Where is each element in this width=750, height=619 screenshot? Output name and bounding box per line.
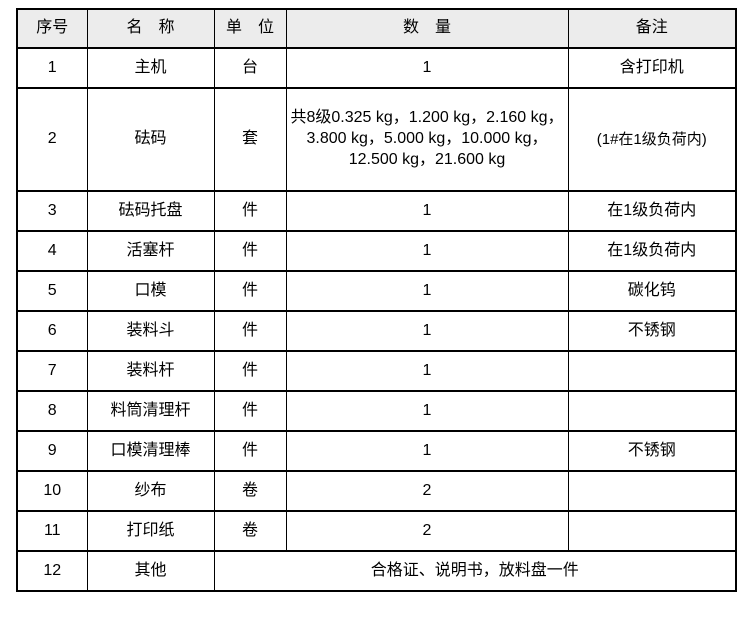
cell-remark: 碳化钨 bbox=[567, 270, 737, 312]
cell-qty: 2 bbox=[285, 510, 569, 552]
cell-unit: 件 bbox=[213, 350, 287, 392]
cell-no: 9 bbox=[16, 430, 88, 472]
cell-merged-remark: 合格证、说明书，放料盘一件 bbox=[213, 550, 737, 592]
header-unit: 单 位 bbox=[213, 8, 287, 49]
cell-no: 6 bbox=[16, 310, 88, 352]
cell-qty: 1 bbox=[285, 47, 569, 89]
cell-name: 纱布 bbox=[86, 470, 215, 512]
cell-name: 活塞杆 bbox=[86, 230, 215, 272]
cell-qty: 1 bbox=[285, 430, 569, 472]
cell-remark: (1#在1级负荷内) bbox=[567, 87, 737, 192]
cell-unit: 件 bbox=[213, 190, 287, 232]
table-row: 9 口模清理棒 件 1 不锈钢 bbox=[16, 430, 737, 472]
cell-unit: 套 bbox=[213, 87, 287, 192]
cell-name: 口模 bbox=[86, 270, 215, 312]
cell-remark bbox=[567, 390, 737, 432]
cell-qty: 1 bbox=[285, 270, 569, 312]
cell-name: 砝码 bbox=[86, 87, 215, 192]
cell-remark bbox=[567, 510, 737, 552]
cell-no: 3 bbox=[16, 190, 88, 232]
header-row: 序号 名 称 单 位 数 量 备注 bbox=[16, 8, 737, 49]
cell-unit: 件 bbox=[213, 430, 287, 472]
cell-unit: 件 bbox=[213, 230, 287, 272]
header-name: 名 称 bbox=[86, 8, 215, 49]
table-row: 6 装料斗 件 1 不锈钢 bbox=[16, 310, 737, 352]
cell-remark: 不锈钢 bbox=[567, 430, 737, 472]
cell-no: 2 bbox=[16, 87, 88, 192]
cell-qty: 2 bbox=[285, 470, 569, 512]
table-row: 11 打印纸 卷 2 bbox=[16, 510, 737, 552]
cell-qty: 1 bbox=[285, 190, 569, 232]
table-row: 12 其他 合格证、说明书，放料盘一件 bbox=[16, 550, 737, 592]
cell-name: 主机 bbox=[86, 47, 215, 89]
header-qty: 数 量 bbox=[285, 8, 569, 49]
cell-unit: 卷 bbox=[213, 510, 287, 552]
cell-remark: 不锈钢 bbox=[567, 310, 737, 352]
cell-unit: 件 bbox=[213, 270, 287, 312]
cell-name: 打印纸 bbox=[86, 510, 215, 552]
cell-qty: 1 bbox=[285, 310, 569, 352]
cell-no: 5 bbox=[16, 270, 88, 312]
cell-name: 料筒清理杆 bbox=[86, 390, 215, 432]
header-no: 序号 bbox=[16, 8, 88, 49]
cell-name: 装料杆 bbox=[86, 350, 215, 392]
equipment-list-table: 序号 名 称 单 位 数 量 备注 1 主机 台 1 含打印机 2 砝码 套 共… bbox=[16, 8, 737, 592]
cell-qty: 1 bbox=[285, 230, 569, 272]
table-row: 8 料筒清理杆 件 1 bbox=[16, 390, 737, 432]
table-row: 4 活塞杆 件 1 在1级负荷内 bbox=[16, 230, 737, 272]
table-row: 2 砝码 套 共8级0.325 kg，1.200 kg，2.160 kg， 3.… bbox=[16, 87, 737, 192]
table-row: 10 纱布 卷 2 bbox=[16, 470, 737, 512]
cell-unit: 台 bbox=[213, 47, 287, 89]
cell-no: 7 bbox=[16, 350, 88, 392]
table-row: 7 装料杆 件 1 bbox=[16, 350, 737, 392]
table-row: 1 主机 台 1 含打印机 bbox=[16, 47, 737, 89]
cell-unit: 件 bbox=[213, 390, 287, 432]
cell-qty: 共8级0.325 kg，1.200 kg，2.160 kg， 3.800 kg，… bbox=[285, 87, 569, 192]
cell-name: 其他 bbox=[86, 550, 215, 592]
cell-name: 砝码托盘 bbox=[86, 190, 215, 232]
cell-no: 11 bbox=[16, 510, 88, 552]
cell-remark: 在1级负荷内 bbox=[567, 190, 737, 232]
cell-remark bbox=[567, 470, 737, 512]
cell-no: 4 bbox=[16, 230, 88, 272]
cell-name: 装料斗 bbox=[86, 310, 215, 352]
cell-name: 口模清理棒 bbox=[86, 430, 215, 472]
cell-qty: 1 bbox=[285, 390, 569, 432]
cell-no: 12 bbox=[16, 550, 88, 592]
cell-remark: 含打印机 bbox=[567, 47, 737, 89]
header-remark: 备注 bbox=[567, 8, 737, 49]
cell-qty: 1 bbox=[285, 350, 569, 392]
cell-unit: 件 bbox=[213, 310, 287, 352]
cell-unit: 卷 bbox=[213, 470, 287, 512]
cell-no: 1 bbox=[16, 47, 88, 89]
cell-no: 10 bbox=[16, 470, 88, 512]
table-row: 5 口模 件 1 碳化钨 bbox=[16, 270, 737, 312]
cell-remark bbox=[567, 350, 737, 392]
cell-remark: 在1级负荷内 bbox=[567, 230, 737, 272]
table-row: 3 砝码托盘 件 1 在1级负荷内 bbox=[16, 190, 737, 232]
cell-no: 8 bbox=[16, 390, 88, 432]
